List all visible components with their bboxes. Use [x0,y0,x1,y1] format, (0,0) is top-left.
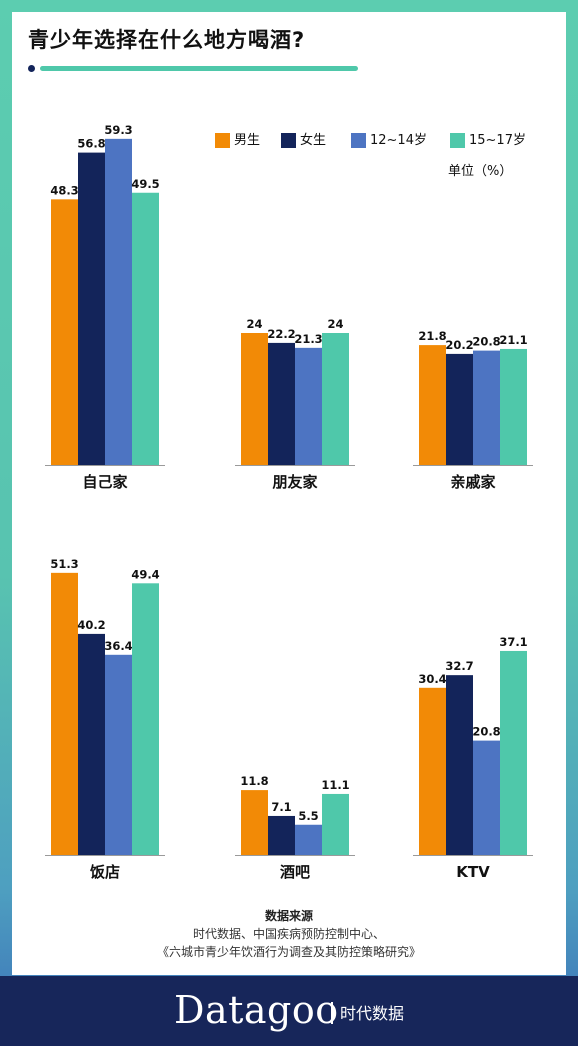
data-label-friends-home-series-4: 24 [327,317,343,331]
data-label-relatives-home-series-3: 20.8 [472,335,500,349]
brand-separator [331,1002,333,1024]
bar-friends-home-series-3 [295,347,322,465]
bar-ktv-series-2 [446,675,473,855]
bar-bar-series-3 [295,824,322,855]
data-label-bar-series-3: 5.5 [298,809,318,823]
category-label-bar: 酒吧 [280,863,310,881]
legend-swatch-male [215,133,230,148]
data-label-home-series-2: 56.8 [77,137,105,151]
data-label-restaurant-series-4: 49.4 [131,567,159,581]
bar-friends-home-series-2 [268,342,295,465]
data-label-relatives-home-series-1: 21.8 [418,329,446,343]
brand-logo-text: Datagoo [174,988,339,1032]
data-label-friends-home-series-3: 21.3 [294,332,322,346]
data-label-relatives-home-series-4: 21.1 [499,333,527,347]
data-label-ktv-series-1: 30.4 [418,672,446,686]
bar-relatives-home-series-4 [500,348,527,465]
data-label-restaurant-series-3: 36.4 [104,639,132,653]
data-label-home-series-1: 48.3 [50,183,78,197]
bar-bar-series-1 [241,790,268,855]
data-label-friends-home-series-2: 22.2 [267,327,295,341]
data-label-bar-series-1: 11.8 [240,774,268,788]
data-label-bar-series-4: 11.1 [321,778,349,792]
title-underline-bar [40,66,358,71]
category-label-home: 自己家 [82,473,127,491]
legend-swatch-age15-17 [450,133,465,148]
source-line-1: 时代数据、中国疾病预防控制中心、 [192,927,385,941]
data-label-friends-home-series-1: 24 [246,317,262,331]
data-label-restaurant-series-2: 40.2 [77,618,105,632]
bar-ktv-series-3 [473,740,500,855]
bar-bar-series-2 [268,815,295,855]
category-label-restaurant: 饭店 [89,863,120,881]
bar-ktv-series-1 [419,687,446,855]
legend-swatch-age12-14 [351,133,366,148]
bar-bar-series-4 [322,793,349,855]
data-label-home-series-4: 49.5 [131,177,159,191]
page-title: 青少年选择在什么地方喝酒? [28,28,306,52]
bar-home-series-3 [105,138,132,465]
data-label-ktv-series-3: 20.8 [472,725,500,739]
bar-relatives-home-series-1 [419,345,446,465]
data-label-bar-series-2: 7.1 [271,800,291,814]
bar-restaurant-series-2 [78,633,105,855]
category-label-relatives-home: 亲戚家 [450,473,495,491]
legend-label-female: 女生 [300,133,327,148]
bar-restaurant-series-1 [51,572,78,855]
bar-home-series-2 [78,152,105,465]
category-label-friends-home: 朋友家 [272,473,317,491]
brand-chinese-name: 时代数据 [340,1004,405,1023]
bar-friends-home-series-1 [241,333,268,465]
data-label-restaurant-series-1: 51.3 [50,557,78,571]
bar-home-series-1 [51,199,78,465]
bar-restaurant-series-3 [105,654,132,855]
data-label-home-series-3: 59.3 [104,123,132,137]
legend-swatch-female [281,133,296,148]
category-label-ktv: KTV [456,863,490,881]
unit-label: 单位（%） [448,164,513,179]
legend-label-male: 男生 [234,133,261,148]
title-underline-dot [28,65,35,72]
legend-label-age15-17: 15~17岁 [469,133,526,148]
source-line-2: 《六城市青少年饮酒行为调查及其防控策略研究》 [156,945,421,959]
bar-friends-home-series-4 [322,333,349,465]
data-label-relatives-home-series-2: 20.2 [445,338,473,352]
bar-relatives-home-series-3 [473,350,500,465]
bar-home-series-4 [132,192,159,465]
title-underline [28,65,358,72]
source-title: 数据来源 [264,909,313,923]
legend-label-age12-14: 12~14岁 [370,133,427,148]
footer-bar: Datagoo 时代数据 [0,976,578,1046]
data-label-ktv-series-4: 37.1 [499,635,527,649]
bar-relatives-home-series-2 [446,353,473,465]
data-label-ktv-series-2: 32.7 [445,659,473,673]
bar-restaurant-series-4 [132,583,159,855]
bar-ktv-series-4 [500,650,527,855]
